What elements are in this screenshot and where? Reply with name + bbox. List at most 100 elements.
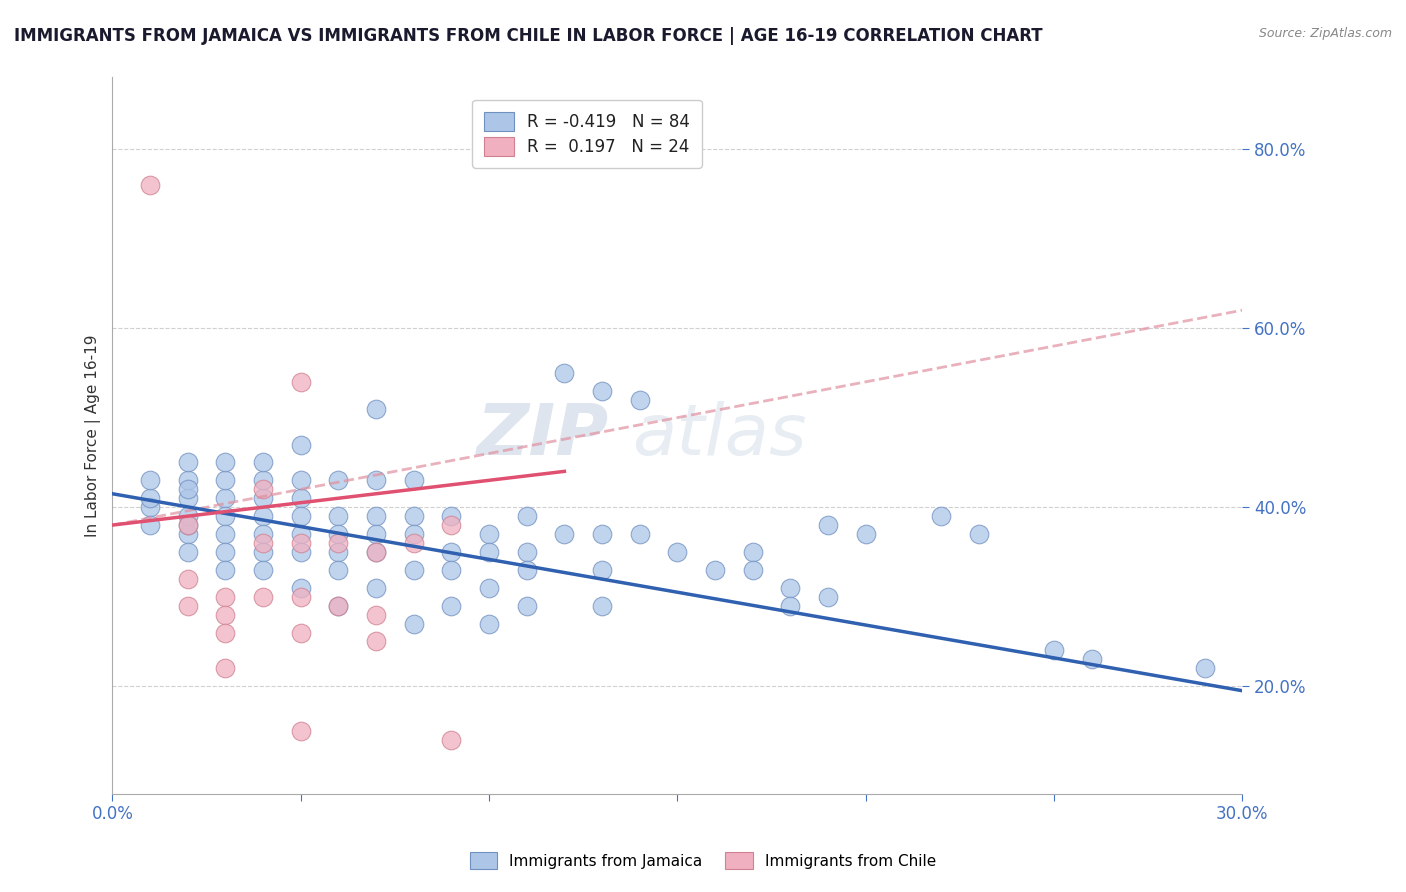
Point	[478, 616, 501, 631]
Point	[290, 724, 312, 739]
Point	[139, 500, 162, 515]
Point	[364, 545, 387, 559]
Point	[855, 527, 877, 541]
Point	[402, 473, 425, 487]
Point	[328, 545, 350, 559]
Point	[817, 518, 839, 533]
Point	[1043, 643, 1066, 657]
Point	[628, 527, 651, 541]
Point	[177, 518, 200, 533]
Point	[666, 545, 689, 559]
Point	[364, 527, 387, 541]
Point	[252, 590, 274, 604]
Point	[290, 509, 312, 524]
Point	[364, 607, 387, 622]
Point	[440, 518, 463, 533]
Point	[252, 509, 274, 524]
Point	[929, 509, 952, 524]
Point	[553, 527, 575, 541]
Point	[290, 437, 312, 451]
Point	[214, 545, 236, 559]
Point	[139, 491, 162, 506]
Point	[252, 536, 274, 550]
Point	[478, 581, 501, 595]
Point	[591, 527, 613, 541]
Point	[1194, 661, 1216, 675]
Point	[290, 491, 312, 506]
Point	[139, 473, 162, 487]
Point	[328, 527, 350, 541]
Point	[177, 483, 200, 497]
Legend: Immigrants from Jamaica, Immigrants from Chile: Immigrants from Jamaica, Immigrants from…	[464, 846, 942, 875]
Point	[967, 527, 990, 541]
Point	[591, 599, 613, 613]
Point	[252, 527, 274, 541]
Point	[440, 509, 463, 524]
Point	[402, 527, 425, 541]
Point	[290, 545, 312, 559]
Point	[516, 599, 538, 613]
Point	[214, 625, 236, 640]
Point	[364, 545, 387, 559]
Point	[290, 473, 312, 487]
Point	[364, 401, 387, 416]
Point	[290, 581, 312, 595]
Point	[779, 599, 801, 613]
Point	[516, 509, 538, 524]
Point	[741, 545, 763, 559]
Point	[177, 455, 200, 469]
Point	[516, 545, 538, 559]
Point	[364, 581, 387, 595]
Point	[1080, 652, 1102, 666]
Point	[553, 366, 575, 380]
Point	[516, 563, 538, 577]
Point	[214, 563, 236, 577]
Point	[328, 473, 350, 487]
Point	[328, 563, 350, 577]
Point	[328, 599, 350, 613]
Point	[214, 473, 236, 487]
Point	[478, 527, 501, 541]
Y-axis label: In Labor Force | Age 16-19: In Labor Force | Age 16-19	[86, 334, 101, 537]
Point	[817, 590, 839, 604]
Point	[177, 491, 200, 506]
Text: Source: ZipAtlas.com: Source: ZipAtlas.com	[1258, 27, 1392, 40]
Point	[252, 455, 274, 469]
Point	[328, 509, 350, 524]
Point	[328, 599, 350, 613]
Legend: R = -0.419   N = 84, R =  0.197   N = 24: R = -0.419 N = 84, R = 0.197 N = 24	[472, 100, 702, 168]
Point	[779, 581, 801, 595]
Point	[440, 599, 463, 613]
Point	[364, 509, 387, 524]
Text: atlas: atlas	[633, 401, 807, 470]
Point	[478, 545, 501, 559]
Point	[214, 590, 236, 604]
Point	[440, 733, 463, 747]
Point	[290, 625, 312, 640]
Point	[177, 527, 200, 541]
Point	[177, 545, 200, 559]
Point	[177, 509, 200, 524]
Point	[402, 509, 425, 524]
Point	[402, 536, 425, 550]
Point	[402, 563, 425, 577]
Point	[177, 572, 200, 586]
Point	[139, 518, 162, 533]
Point	[628, 392, 651, 407]
Point	[177, 473, 200, 487]
Point	[214, 509, 236, 524]
Point	[440, 563, 463, 577]
Text: ZIP: ZIP	[477, 401, 610, 470]
Point	[214, 455, 236, 469]
Point	[177, 518, 200, 533]
Point	[214, 491, 236, 506]
Point	[364, 473, 387, 487]
Point	[290, 590, 312, 604]
Point	[704, 563, 727, 577]
Point	[402, 616, 425, 631]
Point	[591, 384, 613, 398]
Point	[214, 527, 236, 541]
Point	[214, 661, 236, 675]
Point	[252, 473, 274, 487]
Point	[177, 599, 200, 613]
